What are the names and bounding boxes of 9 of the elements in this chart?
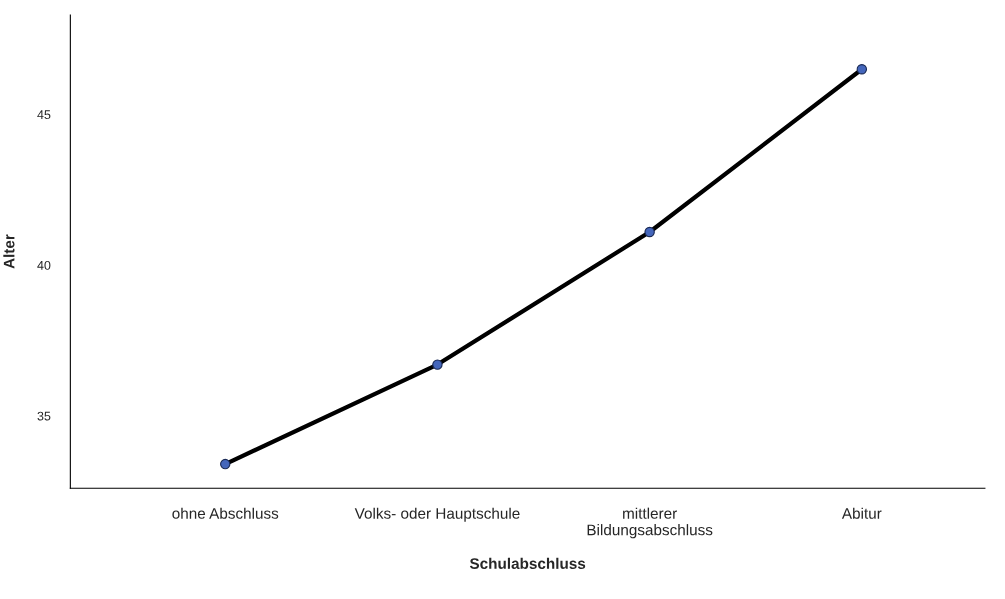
y-axis-title: Alter xyxy=(3,234,15,269)
x-tick-label: mittlerer Bildungsabschluss xyxy=(587,507,713,539)
x-tick-label: Volks- oder Hauptschule xyxy=(354,507,520,522)
x-tick-label: ohne Abschluss xyxy=(172,507,279,519)
y-tick-label: 45 xyxy=(37,110,51,120)
x-axis-title: Schulabschluss xyxy=(469,557,586,569)
y-tick-label: 35 xyxy=(37,411,51,421)
x-tick-label: Abitur xyxy=(841,507,882,519)
y-tick-label: 40 xyxy=(37,260,51,270)
